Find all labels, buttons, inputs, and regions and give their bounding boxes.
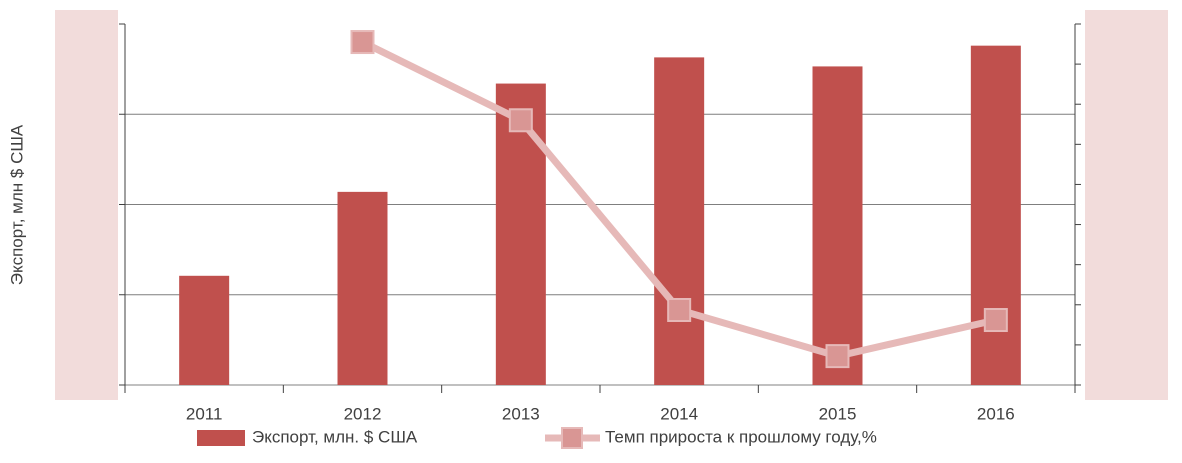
bar	[654, 57, 705, 386]
legend-swatch	[197, 430, 245, 446]
x-tick-label: 2013	[502, 404, 540, 423]
bar	[812, 66, 863, 385]
legend-label: Экспорт, млн. $ США	[252, 427, 418, 446]
legend-swatch	[561, 427, 583, 449]
x-tick-label: 2014	[660, 404, 698, 423]
marker	[983, 308, 1008, 333]
x-tick-label: 2015	[819, 404, 857, 423]
bar	[970, 45, 1021, 385]
x-tick-label: 2016	[977, 404, 1015, 423]
x-tick-label: 2012	[344, 404, 382, 423]
label-cover	[55, 10, 118, 400]
bar	[179, 275, 230, 385]
y-axis-label: Экспорт, млн $ США	[7, 124, 26, 285]
marker	[667, 297, 692, 322]
marker	[825, 344, 850, 369]
x-tick-label: 2011	[186, 404, 223, 423]
marker	[350, 30, 375, 55]
bar	[495, 83, 546, 385]
marker	[508, 108, 533, 133]
label-cover	[1085, 10, 1168, 400]
bar	[337, 191, 388, 385]
legend-label: Темп прироста к прошлому году,%	[605, 427, 877, 446]
